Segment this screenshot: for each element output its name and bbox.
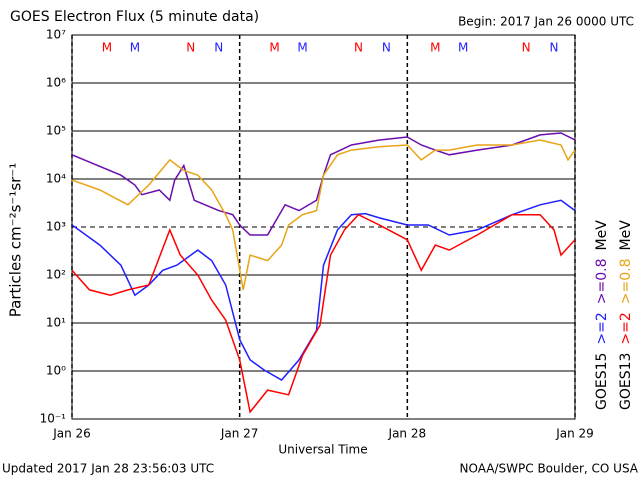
annotation: N	[382, 41, 391, 55]
series-line	[72, 132, 575, 236]
y-tick-label: 10⁶	[46, 76, 66, 90]
y-tick-label: 10¹	[46, 316, 66, 330]
x-tick-label: Jan 29	[555, 427, 594, 441]
legend-entry: GOES13 >=2 >=0.8 MeV	[618, 220, 634, 410]
annotation: N	[354, 41, 363, 55]
annotation: M	[458, 41, 468, 55]
x-tick-label: Jan 26	[52, 427, 91, 441]
y-tick-label: 10²	[46, 268, 66, 282]
footer-right: NOAA/SWPC Boulder, CO USA	[460, 462, 639, 476]
y-tick-label: 10³	[46, 220, 66, 234]
y-tick-label: 10⁰	[46, 364, 66, 378]
x-axis-label: Universal Time	[278, 443, 367, 457]
chart-title: GOES Electron Flux (5 minute data)	[10, 9, 259, 25]
legend-series: >=2	[618, 312, 634, 344]
series-line	[72, 213, 575, 414]
annotation: M	[102, 41, 112, 55]
y-tick-label: 10⁻¹	[40, 412, 67, 426]
legend-series: >=0.8	[618, 258, 634, 304]
legend-series: >=2	[594, 312, 610, 344]
series-line	[72, 139, 575, 291]
x-tick-label: Jan 28	[388, 427, 427, 441]
annotation: N	[214, 41, 223, 55]
legend-unit: MeV	[594, 220, 610, 251]
footer-left: Updated 2017 Jan 28 23:56:03 UTC	[2, 462, 214, 476]
y-tick-label: 10⁴	[46, 172, 66, 186]
legend-group: GOES15	[594, 353, 610, 410]
y-axis-label: Particles cm⁻²s⁻¹sr⁻¹	[7, 163, 25, 317]
x-tick-label: Jan 27	[220, 427, 259, 441]
annotation: M	[269, 41, 279, 55]
y-tick-label: 10⁷	[46, 28, 66, 42]
annotation: M	[130, 41, 140, 55]
legend-group: GOES13	[618, 353, 634, 410]
annotation: M	[430, 41, 440, 55]
legend-entry: GOES15 >=2 >=0.8 MeV	[594, 220, 610, 410]
annotation: N	[186, 41, 195, 55]
subtitle: Begin: 2017 Jan 26 0000 UTC	[458, 15, 634, 29]
legend-unit: MeV	[618, 220, 634, 251]
plot-frame	[71, 34, 576, 420]
series-line	[72, 199, 575, 381]
y-tick-label: 10⁵	[46, 124, 66, 138]
legend-series: >=0.8	[594, 258, 610, 304]
annotation: N	[522, 41, 531, 55]
plot-lines	[72, 132, 575, 414]
annotation: N	[550, 41, 559, 55]
annotation: M	[297, 41, 307, 55]
